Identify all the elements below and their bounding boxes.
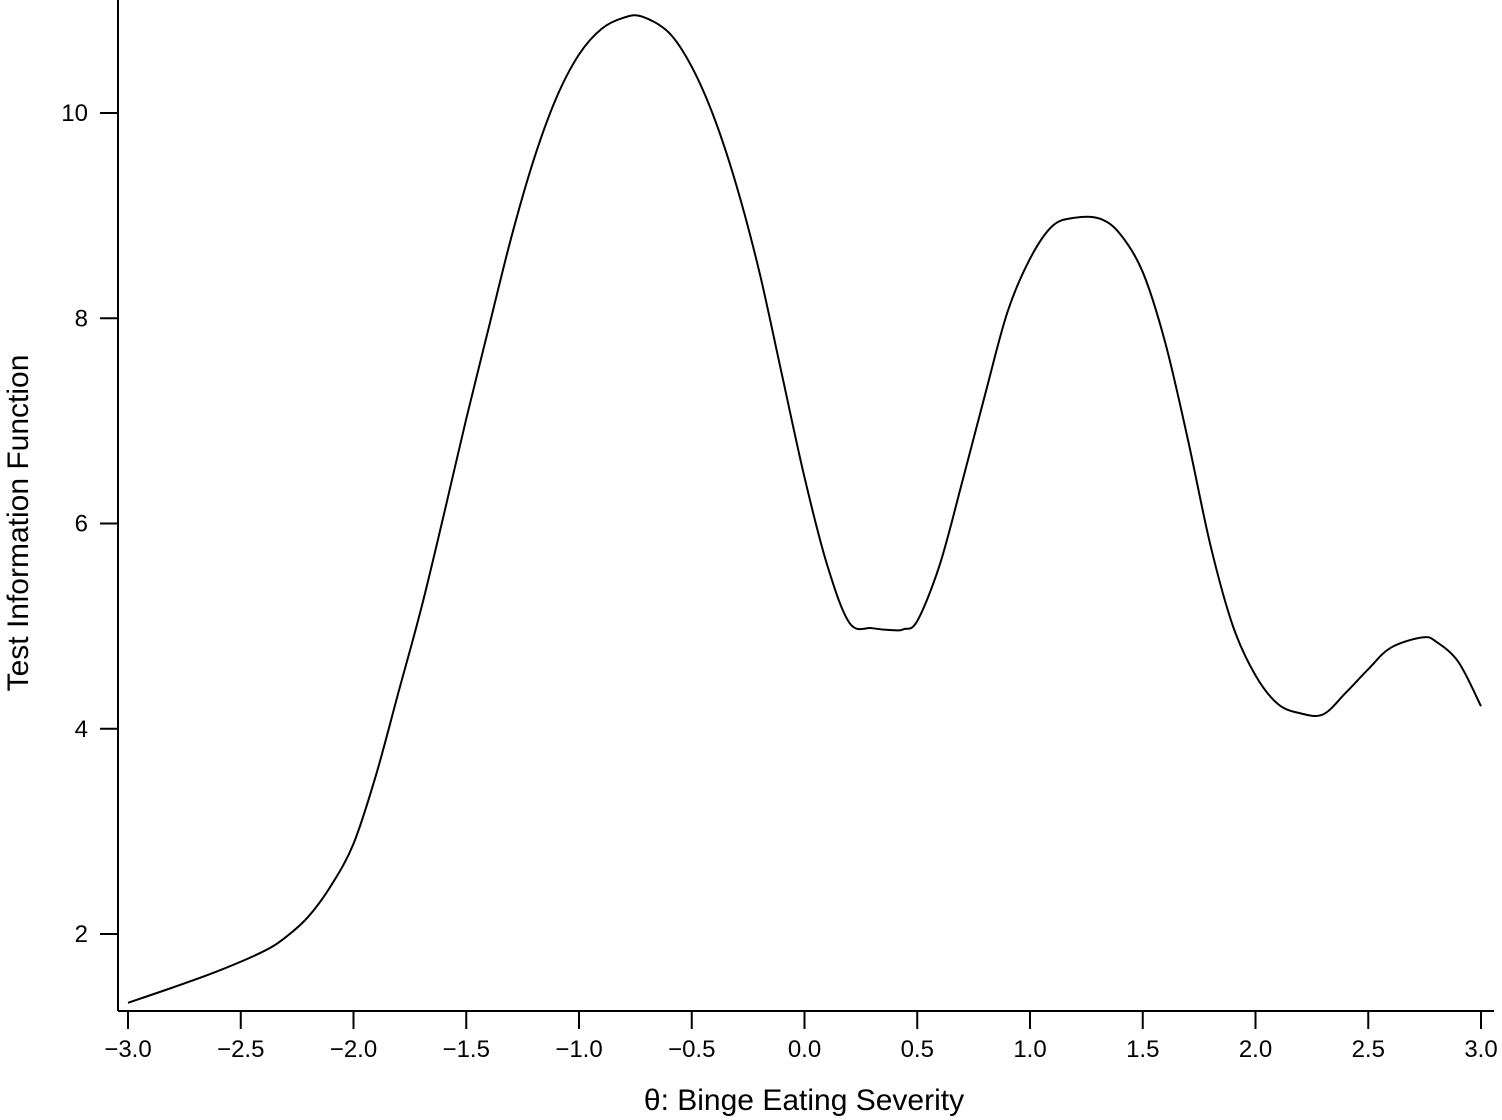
x-tick-label: 1.5 — [1126, 1036, 1159, 1063]
information-curve — [127, 14, 1482, 1004]
x-axis-title: θ: Binge Eating Severity — [644, 1084, 964, 1117]
y-axis-title: Test Information Function — [2, 355, 35, 692]
y-tick-label: 2 — [75, 921, 88, 948]
x-tick-label: 0.5 — [901, 1036, 934, 1063]
x-tick-label: −3.0 — [104, 1036, 151, 1063]
x-tick-label: −1.5 — [443, 1036, 490, 1063]
x-axis: −3.0 −2.5 −2.0 −1.5 −1.0 −0.5 0.0 0.5 1.0 1.5 2.0 2… — [104, 1010, 1498, 1063]
plot-area — [127, 14, 1482, 1004]
y-axis: 2 4 6 8 10 — [61, 0, 119, 1011]
x-tick-label: 2.0 — [1239, 1036, 1272, 1063]
x-tick-label: 0.0 — [788, 1036, 821, 1063]
x-tick-label: −2.0 — [330, 1036, 377, 1063]
x-tick-label: 2.5 — [1352, 1036, 1385, 1063]
y-tick-label: 6 — [75, 511, 88, 538]
x-tick-label: −0.5 — [668, 1036, 715, 1063]
x-tick-label: −1.0 — [555, 1036, 602, 1063]
y-tick-label: 10 — [61, 100, 88, 127]
x-tick-label: −2.5 — [217, 1036, 264, 1063]
y-tick-label: 8 — [75, 305, 88, 332]
y-tick-label: 4 — [75, 716, 88, 743]
x-tick-label: 1.0 — [1013, 1036, 1046, 1063]
x-tick-label: 3.0 — [1464, 1036, 1497, 1063]
